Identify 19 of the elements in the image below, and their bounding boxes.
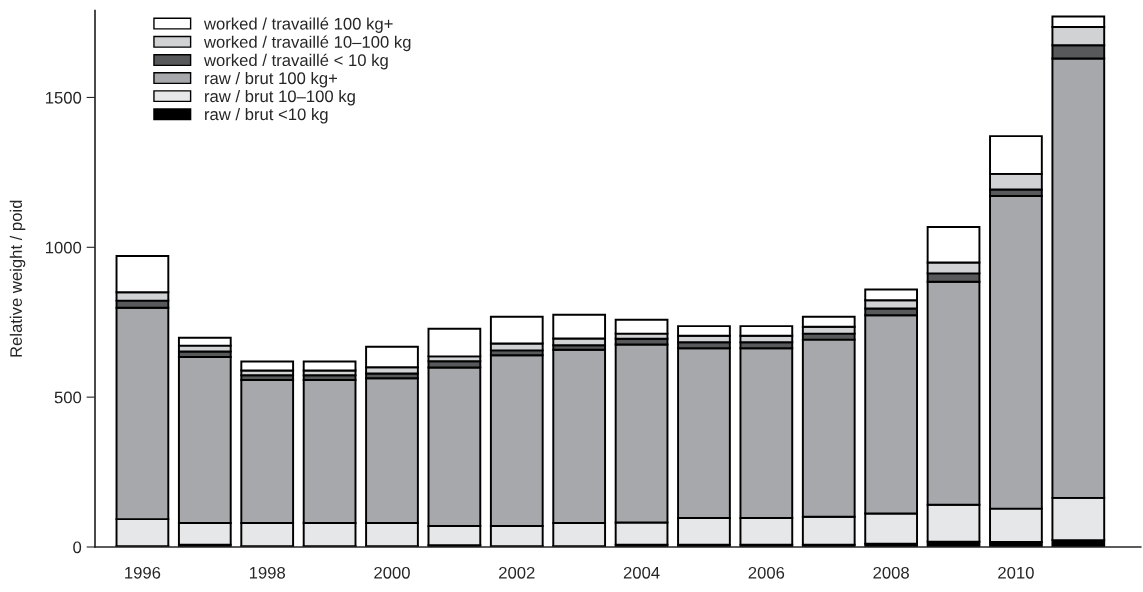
x-tick-label: 2000 xyxy=(374,566,410,579)
y-tick-label: 1500 xyxy=(46,91,82,104)
y-axis-title: Relative weight / poid xyxy=(9,200,26,357)
x-tick-label: 2004 xyxy=(623,566,660,579)
y-tick-label: 1000 xyxy=(46,241,82,254)
legend-label: raw / brut 100 kg+ xyxy=(205,71,337,88)
x-tick-label: 2002 xyxy=(499,566,535,579)
legend-label: raw / brut <10 kg xyxy=(205,107,328,124)
legend-label: raw / brut 10–100 kg xyxy=(205,89,355,106)
x-tick-label: 2008 xyxy=(873,566,909,579)
legend-label: worked / travaillé 10–100 kg xyxy=(203,35,411,52)
x-tick-label: 2006 xyxy=(748,566,785,579)
legend-label: worked / travaillé 100 kg+ xyxy=(203,17,393,33)
x-tick-label: 2010 xyxy=(998,566,1034,579)
x-tick-label: 1998 xyxy=(249,566,286,579)
y-tick-label: 0 xyxy=(73,541,82,554)
x-tick-label: 1996 xyxy=(125,566,161,579)
y-tick-label: 500 xyxy=(54,391,82,404)
legend-label: worked / travaillé < 10 kg xyxy=(203,53,388,70)
